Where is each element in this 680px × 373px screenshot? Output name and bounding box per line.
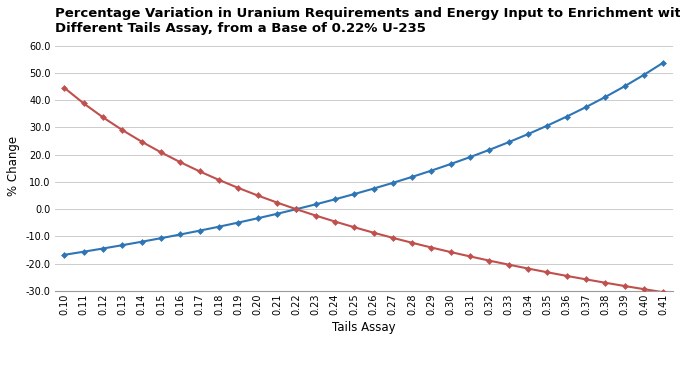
Change in U Requirements (%) bbox=[562, 114, 571, 119]
Change in SWU Requirements (%) bbox=[176, 160, 184, 164]
Change in U Requirements (%) bbox=[369, 186, 377, 191]
Change in SWU Requirements (%) bbox=[330, 219, 339, 224]
Change in U Requirements (%) bbox=[505, 140, 513, 144]
Change in U Requirements (%) bbox=[466, 155, 474, 159]
Change in U Requirements (%) bbox=[428, 168, 436, 173]
Change in SWU Requirements (%) bbox=[137, 140, 146, 144]
Change in U Requirements (%) bbox=[215, 225, 223, 229]
Change in U Requirements (%) bbox=[601, 95, 609, 99]
Change in SWU Requirements (%) bbox=[196, 169, 204, 173]
Change in SWU Requirements (%) bbox=[660, 290, 668, 294]
Change in SWU Requirements (%) bbox=[292, 207, 301, 211]
Change in U Requirements (%) bbox=[486, 148, 494, 152]
Line: Change in SWU Requirements (%): Change in SWU Requirements (%) bbox=[62, 85, 666, 295]
Change in SWU Requirements (%) bbox=[562, 274, 571, 278]
Change in SWU Requirements (%) bbox=[524, 266, 532, 271]
Change in SWU Requirements (%) bbox=[601, 280, 609, 285]
Change in U Requirements (%) bbox=[61, 253, 69, 257]
Change in SWU Requirements (%) bbox=[428, 245, 436, 250]
Change in U Requirements (%) bbox=[311, 202, 320, 207]
Change in SWU Requirements (%) bbox=[80, 101, 88, 106]
Change in U Requirements (%) bbox=[447, 162, 455, 166]
Change in SWU Requirements (%) bbox=[254, 193, 262, 198]
Change in SWU Requirements (%) bbox=[389, 236, 397, 240]
Change in U Requirements (%) bbox=[330, 197, 339, 201]
Change in SWU Requirements (%) bbox=[61, 86, 69, 90]
Change in SWU Requirements (%) bbox=[273, 200, 281, 205]
Change in U Requirements (%) bbox=[196, 228, 204, 233]
Change in U Requirements (%) bbox=[137, 239, 146, 244]
Change in U Requirements (%) bbox=[582, 105, 590, 109]
Change in U Requirements (%) bbox=[157, 236, 165, 241]
Change in SWU Requirements (%) bbox=[118, 128, 126, 132]
Change in U Requirements (%) bbox=[254, 216, 262, 220]
Change in SWU Requirements (%) bbox=[621, 284, 629, 288]
Change in U Requirements (%) bbox=[99, 246, 107, 251]
Line: Change in U Requirements (%): Change in U Requirements (%) bbox=[62, 60, 666, 257]
Change in U Requirements (%) bbox=[640, 72, 648, 77]
Change in SWU Requirements (%) bbox=[234, 186, 242, 190]
Change in SWU Requirements (%) bbox=[543, 270, 551, 275]
Change in SWU Requirements (%) bbox=[505, 263, 513, 267]
Change in SWU Requirements (%) bbox=[466, 254, 474, 259]
Change in U Requirements (%) bbox=[408, 175, 416, 179]
Change in SWU Requirements (%) bbox=[486, 258, 494, 263]
Change in SWU Requirements (%) bbox=[369, 231, 377, 235]
Change in SWU Requirements (%) bbox=[157, 150, 165, 154]
Change in SWU Requirements (%) bbox=[350, 225, 358, 229]
Change in SWU Requirements (%) bbox=[408, 241, 416, 245]
X-axis label: Tails Assay: Tails Assay bbox=[332, 321, 396, 334]
Change in SWU Requirements (%) bbox=[311, 213, 320, 218]
Change in U Requirements (%) bbox=[389, 181, 397, 185]
Change in U Requirements (%) bbox=[543, 123, 551, 128]
Change in U Requirements (%) bbox=[80, 250, 88, 254]
Change in SWU Requirements (%) bbox=[215, 178, 223, 182]
Change in SWU Requirements (%) bbox=[447, 250, 455, 254]
Change in SWU Requirements (%) bbox=[582, 277, 590, 282]
Change in U Requirements (%) bbox=[118, 243, 126, 247]
Change in U Requirements (%) bbox=[524, 132, 532, 136]
Change in SWU Requirements (%) bbox=[640, 287, 648, 291]
Change in U Requirements (%) bbox=[176, 232, 184, 237]
Change in U Requirements (%) bbox=[621, 84, 629, 88]
Y-axis label: % Change: % Change bbox=[7, 135, 20, 196]
Text: Percentage Variation in Uranium Requirements and Energy Input to Enrichment with: Percentage Variation in Uranium Requirem… bbox=[54, 7, 680, 35]
Change in U Requirements (%) bbox=[350, 192, 358, 196]
Change in U Requirements (%) bbox=[660, 60, 668, 65]
Change in U Requirements (%) bbox=[273, 211, 281, 216]
Change in U Requirements (%) bbox=[292, 207, 301, 211]
Change in U Requirements (%) bbox=[234, 220, 242, 225]
Change in SWU Requirements (%) bbox=[99, 115, 107, 120]
